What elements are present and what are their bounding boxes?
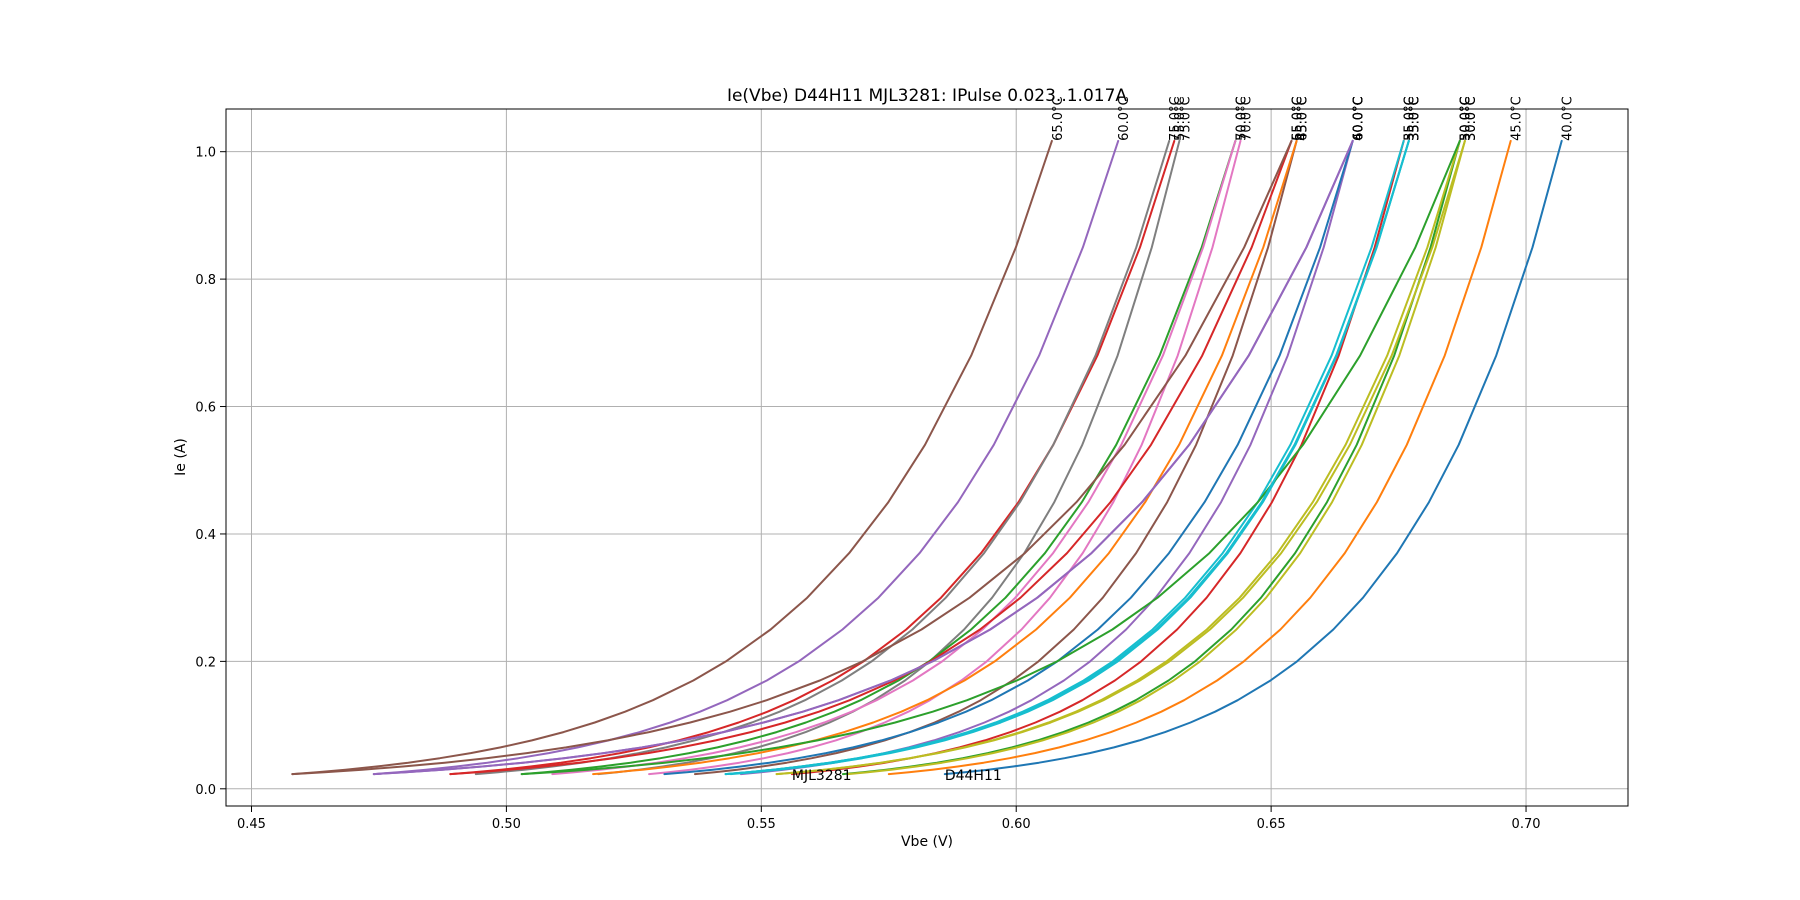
x-axis-title: Vbe (V) [901, 834, 953, 850]
series-line [291, 139, 1053, 776]
series-label: 45.0°C [1510, 96, 1525, 141]
series-label: 30.0°C [1464, 96, 1479, 141]
series-label: 70.0°C [1239, 96, 1254, 141]
series-line [694, 139, 1298, 776]
y-axis-title: Ie (A) [173, 438, 189, 476]
series-line [372, 139, 1120, 776]
x-tick-label: 0.55 [747, 817, 776, 832]
x-tick-label: 0.65 [1257, 817, 1286, 832]
series-line [841, 139, 1461, 776]
plot-frame [225, 108, 1629, 807]
series-line [592, 139, 1298, 776]
series-label: 75.0°C [1168, 96, 1183, 141]
annotation-label: D44H11 [945, 768, 1002, 784]
x-tick-label: 0.60 [1002, 817, 1031, 832]
series-label: 50.0°C [1459, 96, 1474, 141]
x-tick-label: 0.45 [237, 817, 266, 832]
series-line [663, 139, 1354, 776]
series-label: 45.0°C [1296, 96, 1311, 141]
y-tick-label: 1.0 [195, 146, 216, 161]
x-tick-label: 0.70 [1512, 817, 1541, 832]
series-line [372, 139, 1354, 776]
annotation-label: MJL3281 [792, 768, 852, 784]
series-label: 35.0°C [1408, 96, 1423, 141]
y-tick-label: 0.2 [195, 655, 216, 670]
series-label: 60.0°C [1352, 96, 1367, 141]
series-label: 60.0°C [1352, 96, 1367, 141]
x-tick-label: 0.50 [492, 817, 521, 832]
series-lines [291, 139, 1563, 776]
series-line [449, 139, 1293, 776]
series-labels: 40.0°C 45.0°C 50.0°C 55.0°C 60.0°C 65.0°C 70.0… [1051, 96, 1576, 141]
series-line [847, 139, 1466, 776]
series-label: 30.0°C [1459, 96, 1474, 141]
series-line [729, 139, 1410, 776]
series-label: 50.0°C [1459, 96, 1474, 141]
y-tick-label: 0.0 [195, 783, 216, 798]
series-label: 55.0°C [1403, 96, 1418, 141]
grid [226, 109, 1628, 806]
series-label: 60.0°C [1117, 96, 1132, 141]
y-tick-label: 0.8 [195, 273, 216, 288]
series-line [520, 139, 1461, 776]
series-label: 55.0°C [1173, 96, 1188, 141]
series-label: 30.0°C [1464, 96, 1479, 141]
series-line [887, 139, 1512, 776]
series-label: 75.0°C [1178, 96, 1193, 141]
series-label: 40.0°C [1352, 96, 1367, 141]
series-label: 35.0°C [1408, 96, 1423, 141]
series-label: 65.0°C [1051, 96, 1066, 141]
y-tick-label: 0.6 [195, 401, 216, 416]
series-label: 65.0°C [1296, 96, 1311, 141]
series-line [291, 139, 1293, 776]
series-line [520, 139, 1237, 776]
series-label: 65.0°C [1290, 96, 1305, 141]
series-label: 50.0°C [1234, 96, 1249, 141]
series-label: 35.0°C [1408, 96, 1423, 141]
axis-ticks: 0.45 0.50 0.55 0.60 0.65 0.70 0.0 0.2 0.4 0.6 0.8 1… [195, 146, 1540, 832]
series-label: 35.0°C [1403, 96, 1418, 141]
series-line [724, 139, 1410, 776]
series-label: 60.0°C [1352, 96, 1367, 141]
annotations: MJL3281 D44H11 [792, 768, 1002, 784]
y-tick-label: 0.4 [195, 528, 216, 543]
chart-title: Ie(Vbe) D44H11 MJL3281: IPulse 0.023..1.… [727, 86, 1127, 106]
series-line [648, 139, 1242, 776]
series-label: 55.0°C [1290, 96, 1305, 141]
series-line [775, 139, 1466, 776]
series-label: 70.0°C [1234, 96, 1249, 141]
series-label: 40.0°C [1561, 96, 1576, 141]
series-line [943, 139, 1563, 776]
